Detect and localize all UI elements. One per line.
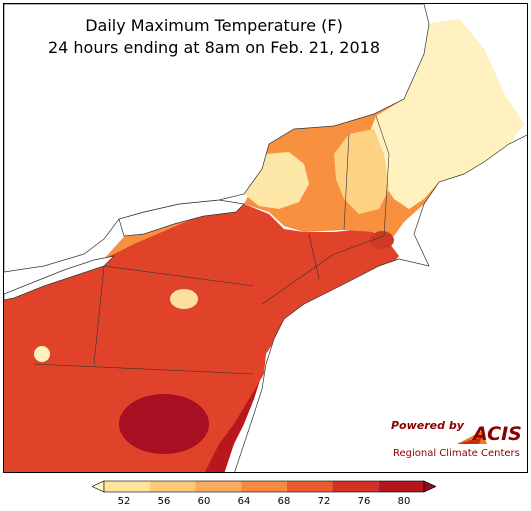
land-cool-north — [369, 19, 524, 209]
legend-extend-high — [423, 480, 436, 493]
temperature-legend: 52 56 60 64 68 72 76 80 — [92, 478, 436, 508]
state-borders — [33, 115, 390, 375]
map-frame: Daily Maximum Temperature (F) 24 hours e… — [3, 3, 528, 473]
legend-swatch — [286, 481, 333, 492]
land-mid — [4, 202, 399, 472]
legend-tick-label: 80 — [397, 496, 411, 507]
legend-swatch — [378, 481, 424, 492]
map-title-line1: Daily Maximum Temperature (F) — [85, 16, 343, 35]
acis-logo: Powered by ACIS Regional Climate Centers — [387, 417, 522, 465]
legend-swatch — [241, 481, 287, 492]
legend-tick-label: 68 — [277, 496, 291, 507]
temperature-map — [4, 4, 527, 472]
legend-colorbar — [92, 480, 436, 493]
legend-tick-label: 76 — [357, 496, 371, 507]
acis-swoosh-icon — [457, 431, 487, 444]
legend-swatch — [149, 481, 196, 492]
legend-tick-label: 52 — [117, 496, 131, 507]
legend-swatch — [104, 481, 150, 492]
land-vermont-nh — [334, 129, 389, 214]
legend-tick-label: 72 — [317, 496, 331, 507]
logo-powered-by: Powered by — [391, 419, 464, 432]
cool-spot-ohio — [34, 346, 50, 362]
map-title-line2: 24 hours ending at 8am on Feb. 21, 2018 — [47, 38, 381, 57]
legend-tick-label: 56 — [157, 496, 171, 507]
legend-swatch — [332, 481, 379, 492]
legend-tick-label: 64 — [237, 496, 251, 507]
legend-extend-low — [92, 480, 105, 493]
warm-spot-boston — [370, 231, 394, 249]
legend-swatch — [195, 481, 242, 492]
logo-acis-text: ACIS — [473, 423, 522, 445]
atlantic-ocean — [234, 134, 527, 472]
logo-rcc-text: Regional Climate Centers — [393, 448, 520, 459]
hot-spot-dc — [119, 394, 209, 454]
legend-tick-label: 60 — [197, 496, 211, 507]
canada-land — [4, 4, 430, 273]
cool-spot-pa — [170, 289, 198, 309]
